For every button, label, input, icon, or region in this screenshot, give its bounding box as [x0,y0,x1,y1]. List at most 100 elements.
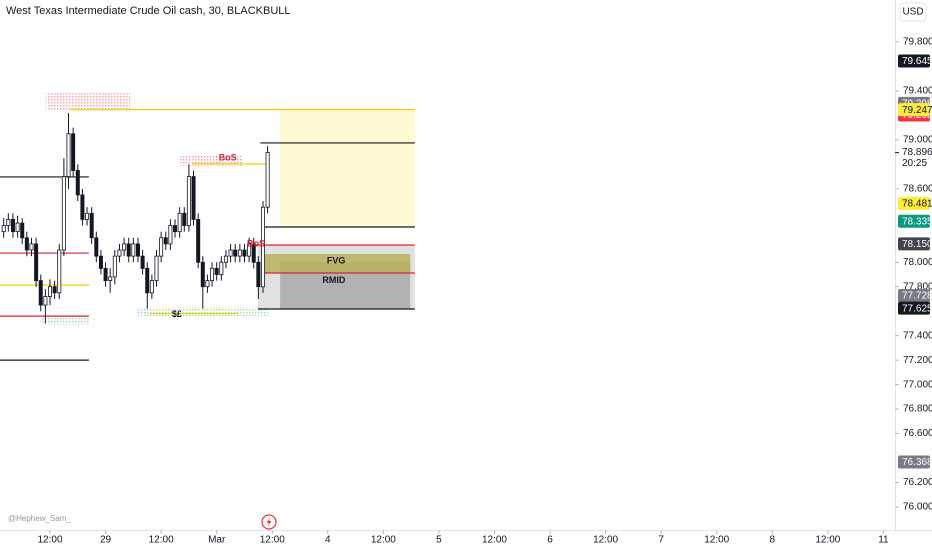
candle-body [98,255,103,269]
candle-body [1,225,6,233]
candle-body [94,237,99,257]
x-tick-label: 5 [436,535,442,546]
icon-bolt[interactable] [266,517,272,527]
candle-body [140,255,145,269]
candle-body [191,176,196,220]
candle-body [177,212,182,233]
candle-body [228,249,233,257]
x-tick-label: 12:00 [371,535,396,546]
price-tag-label: 78.481 [902,199,932,210]
annotation: RMID [322,275,345,285]
candle-body [159,237,164,257]
candle-body [251,243,256,263]
y-tick-label: 77.800 [903,281,932,292]
y-tick-label: 76.800 [903,404,932,415]
candle-body [242,249,247,257]
price-tag [898,103,930,117]
y-tick-label: 77.000 [903,379,932,390]
candle-body [29,243,34,251]
hatched-zone [136,307,269,317]
candle-body [10,219,15,233]
candle-body [233,249,238,257]
candle-body [149,280,154,294]
y-tick-label: 79.000 [903,135,932,146]
candle-body [182,212,187,226]
candle-body [89,212,94,239]
candle-body [15,222,20,233]
candle-body [214,267,219,275]
hatched-zone [39,316,90,325]
candle-body [61,176,66,251]
candle-body [154,255,159,282]
candle-body [20,222,25,239]
price-tag-label: 78.150 [902,239,932,250]
x-tick-label: 11 [878,535,889,546]
candle-body [71,133,76,171]
candle-body [75,170,80,196]
price-tag [898,289,930,303]
watermark: @Hephew_Sam_ [8,514,71,523]
price-tag [898,301,930,315]
replay-icon[interactable] [261,514,277,530]
currency-label[interactable]: USD [902,7,923,18]
candle-body [168,225,173,245]
candle-body [237,249,242,257]
price-tag [898,214,930,228]
candle-body [57,249,62,294]
x-tick-label: 12:00 [815,535,840,546]
candle-body [48,286,53,297]
y-tick-label: 78.000 [903,257,932,268]
candle-body [256,261,261,288]
candle-body [173,225,178,233]
x-tick-label: 29 [100,535,112,546]
x-tick-label: 12:00 [260,535,285,546]
y-tick-label: 77.200 [903,355,932,366]
candle-body [34,243,39,282]
candle-body [112,255,117,278]
price-tag [898,237,930,251]
candle-body [223,255,228,263]
candle-body [131,243,136,257]
last-price-label: 78.896 [902,147,932,158]
price-tag-label: 77.625 [902,303,932,314]
candle-body [126,243,131,257]
y-tick-label: 79.400 [903,86,932,97]
candle-body [219,261,224,275]
currency-button[interactable]: USD [899,2,927,22]
zone [280,109,415,228]
candle-body [52,286,57,294]
hatched-zone [45,92,131,110]
candle-body [108,276,113,282]
price-tag-label: 79.247 [902,105,932,116]
price-tag-label: 77.728 [902,291,932,302]
x-tick-label: 12:00 [593,535,618,546]
candle-body [43,296,48,306]
x-tick-label: 12:00 [482,535,507,546]
price-tag [898,455,930,469]
price-tag-label: 79.645 [902,56,932,67]
x-tick-label: 6 [547,535,553,546]
candle-body [135,243,140,257]
price-tag-label: 76.368 [902,457,932,468]
currency-button-frame[interactable] [899,2,927,22]
candle-body [80,194,85,220]
candle-body [260,206,265,288]
candle-body [200,261,205,288]
y-tick-label: 77.400 [903,330,932,341]
candle-body [117,249,122,257]
candle-body [205,280,210,288]
countdown-label: 20:25 [902,158,927,169]
candle-body [210,267,215,282]
candle-body [186,176,191,226]
candle-body [24,237,29,251]
candle-body [163,237,168,245]
annotation: $£ [172,309,182,319]
candle-body [66,133,71,177]
y-tick-label: 76.200 [903,477,932,488]
candle-body [247,243,252,257]
candle-body [38,280,43,306]
y-tick-label: 76.000 [903,502,932,513]
zone [262,254,411,274]
